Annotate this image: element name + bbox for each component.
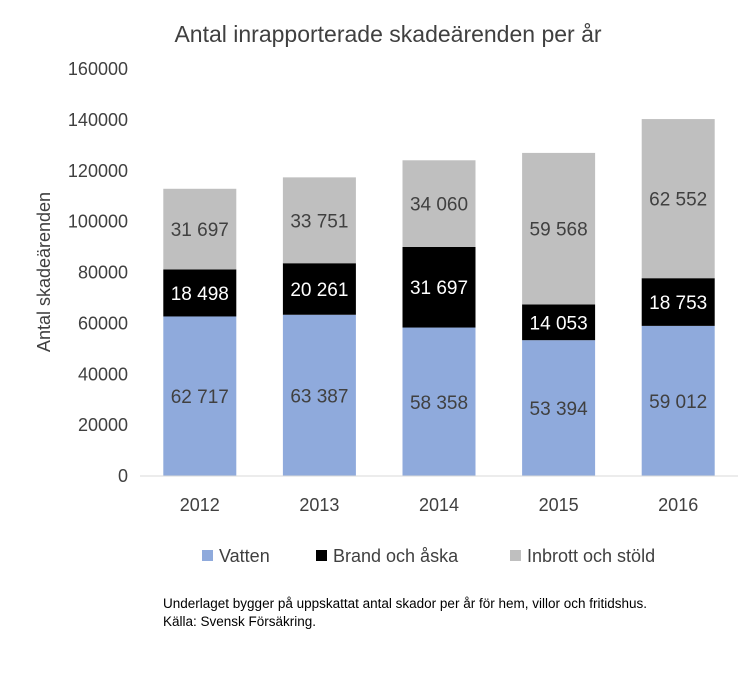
footnote-line-2: Källa: Svensk Försäkring.: [163, 614, 317, 629]
y-axis-label: Antal skadeärenden: [34, 192, 54, 352]
legend-label: Inbrott och stöld: [527, 546, 655, 566]
bar-segment: [402, 246, 476, 328]
data-label: 18 753: [649, 293, 707, 314]
data-label: 59 012: [649, 392, 707, 413]
y-axis-ticks: 0 20000 40000 60000 80000 100000 120000 140000 1…: [68, 59, 128, 486]
x-axis-ticks: 2012 2013 2014 2015 2016: [180, 495, 698, 515]
x-tick-label: 2016: [658, 495, 698, 515]
bar-segment: [641, 325, 715, 476]
footnote: Underlaget bygger på uppskattat antal sk…: [163, 595, 647, 631]
x-tick-label: 2013: [299, 495, 339, 515]
data-label: 58 358: [410, 393, 468, 414]
bar-segment: [163, 269, 237, 317]
bar-segment: [282, 177, 356, 264]
data-label: 33 751: [290, 211, 348, 232]
bar-segment: [641, 278, 715, 326]
chart-area: Antal inrapporterade skadeärenden per år…: [34, 21, 738, 566]
bar-segment: [282, 314, 356, 476]
legend-label: Brand och åska: [333, 546, 459, 566]
legend-swatch: [510, 550, 521, 561]
y-tick-label: 80000: [78, 263, 128, 283]
bar-segment: [522, 340, 596, 476]
legend-swatch: [316, 550, 327, 561]
y-tick-label: 60000: [78, 313, 128, 333]
bar-segment: [641, 119, 715, 279]
y-tick-label: 140000: [68, 110, 128, 130]
legend-label: Vatten: [219, 546, 270, 566]
data-label: 31 697: [410, 278, 468, 299]
y-tick-label: 100000: [68, 212, 128, 232]
chart-title: Antal inrapporterade skadeärenden per år: [174, 21, 601, 47]
y-tick-label: 160000: [68, 59, 128, 79]
y-tick-label: 0: [118, 466, 128, 486]
footnote-line-1: Underlaget bygger på uppskattat antal sk…: [163, 596, 648, 611]
bar-segment: [522, 152, 596, 305]
x-tick-label: 2012: [180, 495, 220, 515]
y-tick-label: 120000: [68, 161, 128, 181]
data-labels: 62 717 18 498 31 697 63 387 20 261 33 751 58 3…: [171, 190, 708, 420]
legend-swatch: [202, 550, 213, 561]
data-label: 20 261: [290, 280, 348, 301]
bar-segment: [522, 304, 596, 341]
legend: Vatten Brand och åska Inbrott och stöld: [202, 546, 655, 566]
bar-segment: [282, 263, 356, 315]
x-tick-label: 2014: [419, 495, 459, 515]
x-tick-label: 2015: [539, 495, 579, 515]
data-label: 34 060: [410, 195, 468, 216]
data-label: 53 394: [530, 399, 589, 420]
bar-segment: [163, 188, 237, 270]
data-label: 31 697: [171, 220, 229, 241]
data-label: 59 568: [530, 220, 588, 241]
data-label: 62 717: [171, 387, 229, 408]
data-label: 63 387: [290, 386, 348, 407]
bar-segment: [163, 316, 237, 476]
data-label: 62 552: [649, 190, 707, 211]
bars: [163, 119, 715, 476]
y-tick-label: 20000: [78, 415, 128, 435]
data-label: 18 498: [171, 284, 229, 305]
bar-segment: [402, 327, 476, 476]
data-label: 14 053: [530, 313, 588, 334]
bar-segment: [402, 160, 476, 247]
y-tick-label: 40000: [78, 364, 128, 384]
